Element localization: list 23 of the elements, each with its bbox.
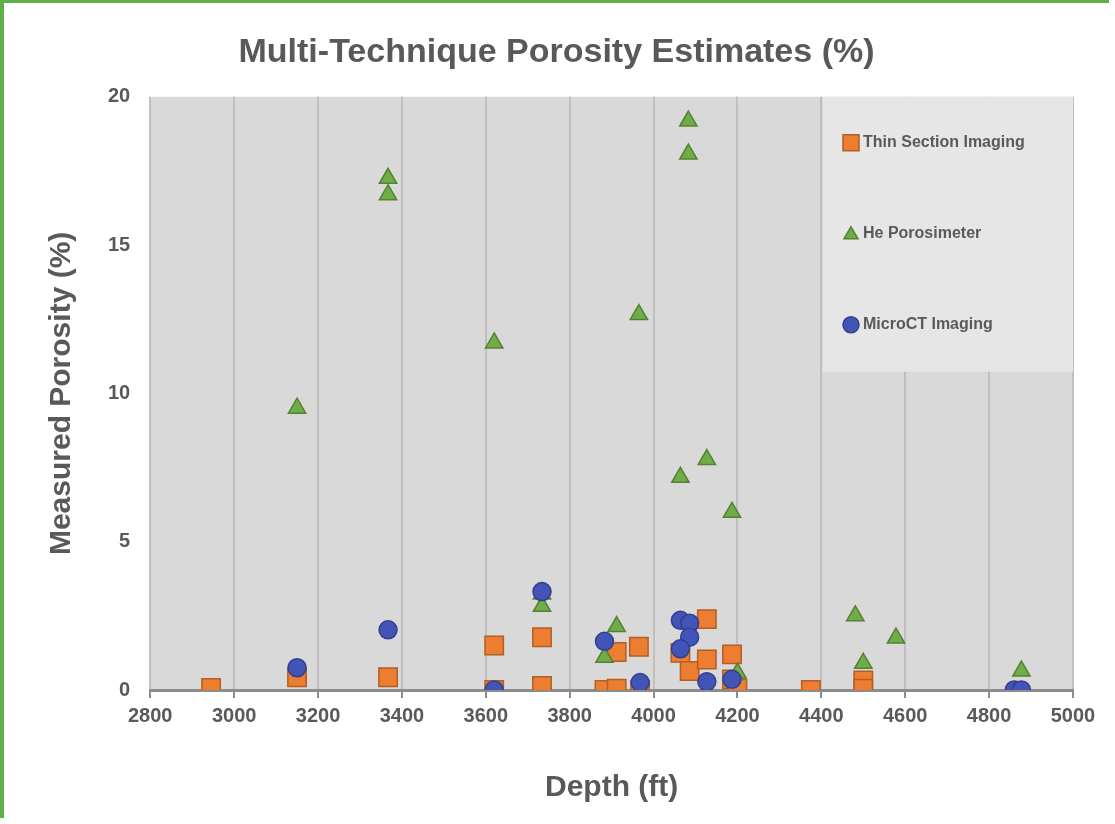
legend-label: MicroCT Imaging xyxy=(863,315,993,333)
x-tick-label: 4200 xyxy=(715,703,760,726)
legend-label: Thin Section Imaging xyxy=(863,133,1025,151)
y-tick-label: 15 xyxy=(108,232,131,255)
y-tick-label: 20 xyxy=(108,84,131,107)
x-axis-title: Depth (ft) xyxy=(544,769,679,803)
x-tick-label: 4400 xyxy=(799,703,844,726)
x-tick-label: 3400 xyxy=(379,703,425,726)
y-axis-title: Measured Porosity (%) xyxy=(43,231,77,556)
y-tick-label: 10 xyxy=(108,380,131,403)
x-tick-label: 3200 xyxy=(295,703,341,726)
x-tick-label: 3800 xyxy=(547,703,592,726)
x-tick-label: 3000 xyxy=(211,703,257,726)
x-tick-label: 4000 xyxy=(631,703,676,726)
chart-title: Multi-Technique Porosity Estimates (%) xyxy=(238,30,875,69)
x-tick-label: 3600 xyxy=(463,703,509,726)
x-tick-label: 4600 xyxy=(882,703,928,726)
x-tick-label: 4800 xyxy=(966,703,1012,726)
x-tick-label: 2800 xyxy=(128,703,173,726)
y-tick-label: 5 xyxy=(119,529,131,552)
x-tick-label: 5000 xyxy=(1050,703,1096,726)
y-tick-label: 0 xyxy=(119,677,131,700)
legend-label: He Porosimeter xyxy=(863,224,982,242)
